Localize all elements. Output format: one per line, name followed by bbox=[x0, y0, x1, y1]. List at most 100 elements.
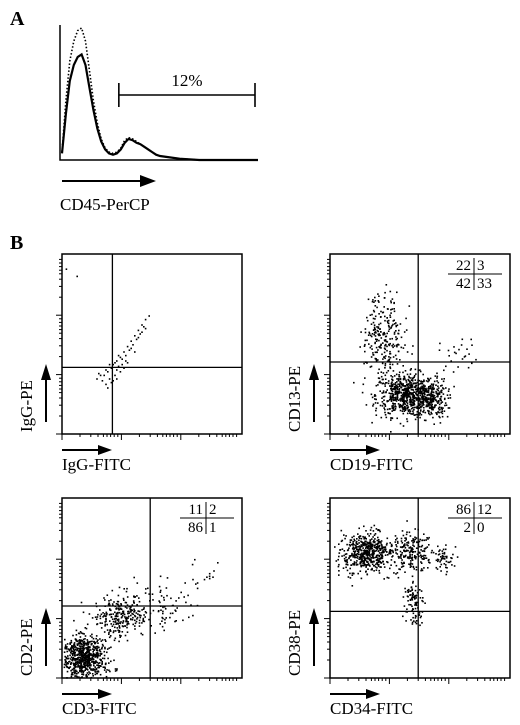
scatter-point bbox=[87, 649, 89, 651]
y-axis-arrow-head bbox=[41, 608, 51, 624]
scatter-point bbox=[440, 385, 442, 387]
scatter-point bbox=[406, 420, 409, 423]
scatter-point bbox=[411, 556, 414, 559]
scatter-point bbox=[438, 406, 441, 408]
scatter-point bbox=[410, 393, 412, 396]
scatter-point bbox=[449, 394, 451, 396]
scatter-point bbox=[144, 318, 147, 321]
scatter-point bbox=[140, 632, 142, 635]
scatter-point bbox=[338, 543, 340, 545]
scatter-point bbox=[352, 546, 355, 548]
scatter-point bbox=[367, 298, 370, 301]
scatter-point bbox=[100, 613, 103, 616]
scatter-point bbox=[367, 553, 369, 556]
scatter-point bbox=[445, 387, 447, 389]
scatter-point bbox=[412, 542, 414, 544]
scatter-point bbox=[402, 378, 405, 381]
scatter-point bbox=[101, 662, 103, 664]
scatter-point bbox=[118, 605, 120, 608]
scatter-point bbox=[374, 300, 377, 302]
scatter-point bbox=[418, 545, 421, 548]
scatter-point bbox=[392, 384, 394, 386]
scatter-point bbox=[405, 549, 408, 552]
scatter-point bbox=[408, 531, 411, 534]
scatter-point bbox=[373, 546, 376, 548]
scatter-point bbox=[422, 597, 424, 599]
scatter-point bbox=[361, 559, 363, 562]
scatter-point bbox=[442, 387, 444, 389]
scatter-point bbox=[393, 399, 395, 401]
scatter-point bbox=[369, 545, 371, 547]
scatter-point bbox=[418, 403, 421, 405]
scatter-point bbox=[131, 612, 133, 615]
scatter-point bbox=[162, 606, 164, 609]
scatter-point bbox=[415, 547, 418, 549]
scatter-point bbox=[150, 625, 152, 627]
quadrant-value-ul: 22 bbox=[456, 258, 471, 274]
scatter-point bbox=[359, 548, 362, 551]
scatter-point bbox=[110, 646, 112, 649]
scatter-point bbox=[346, 569, 349, 572]
scatter-point bbox=[388, 392, 391, 394]
scatter-point bbox=[409, 535, 412, 537]
scatter-point bbox=[421, 544, 424, 547]
scatter-point bbox=[401, 405, 403, 407]
scatter-point bbox=[446, 394, 449, 396]
scatter-point bbox=[423, 380, 425, 383]
scatter-point bbox=[122, 597, 125, 600]
scatter-point bbox=[357, 572, 359, 575]
scatter-point bbox=[88, 663, 91, 666]
scatter-point bbox=[425, 401, 428, 403]
scatter-point bbox=[128, 605, 131, 608]
scatter-point bbox=[92, 637, 95, 640]
scatter-point bbox=[133, 610, 135, 612]
scatter-point bbox=[384, 414, 387, 416]
scatter-point bbox=[99, 654, 101, 657]
scatter-point bbox=[64, 659, 66, 661]
scatter-point bbox=[377, 541, 380, 543]
scatter-point bbox=[394, 561, 396, 564]
scatter-point bbox=[369, 529, 372, 531]
scatter-point bbox=[72, 657, 75, 659]
scatter-point bbox=[419, 554, 422, 556]
scatter-point bbox=[360, 564, 362, 567]
scatter-point bbox=[388, 399, 391, 401]
scatter-point bbox=[396, 344, 399, 346]
scatter-point bbox=[143, 607, 145, 609]
scatter-point bbox=[71, 668, 74, 671]
scatter-point bbox=[367, 557, 369, 560]
scatter-point bbox=[91, 673, 94, 675]
scatter-point bbox=[391, 324, 393, 327]
scatter-point bbox=[374, 538, 376, 540]
scatter-point bbox=[92, 652, 95, 655]
scatter-point bbox=[404, 571, 406, 573]
scatter-point bbox=[400, 395, 403, 397]
scatter-point bbox=[410, 377, 412, 379]
scatter-point bbox=[355, 542, 357, 544]
scatter-point bbox=[125, 360, 127, 362]
scatter-point bbox=[69, 654, 71, 657]
scatter-point bbox=[391, 337, 393, 340]
scatter-point bbox=[398, 568, 400, 570]
scatter-point bbox=[403, 375, 405, 378]
scatter-point bbox=[400, 397, 402, 399]
scatter-point bbox=[81, 665, 84, 668]
scatter-point bbox=[68, 667, 70, 670]
scatter-point bbox=[81, 654, 84, 656]
scatter-point bbox=[87, 647, 90, 649]
scatter-point bbox=[371, 396, 374, 399]
scatter-point bbox=[372, 403, 375, 406]
scatter-point bbox=[443, 410, 446, 412]
scatter-point bbox=[439, 566, 441, 568]
scatter-point bbox=[390, 393, 392, 395]
scatter-point bbox=[433, 394, 436, 397]
scatter-points bbox=[63, 558, 219, 679]
scatter-point bbox=[370, 335, 373, 338]
scatter-point bbox=[83, 640, 86, 643]
scatter-point bbox=[79, 656, 82, 659]
scatter-point bbox=[406, 412, 409, 415]
scatter-point bbox=[406, 557, 409, 559]
scatter-point bbox=[373, 565, 375, 567]
scatter-point bbox=[99, 615, 102, 617]
quadrant-value-ll: 42 bbox=[456, 276, 471, 292]
